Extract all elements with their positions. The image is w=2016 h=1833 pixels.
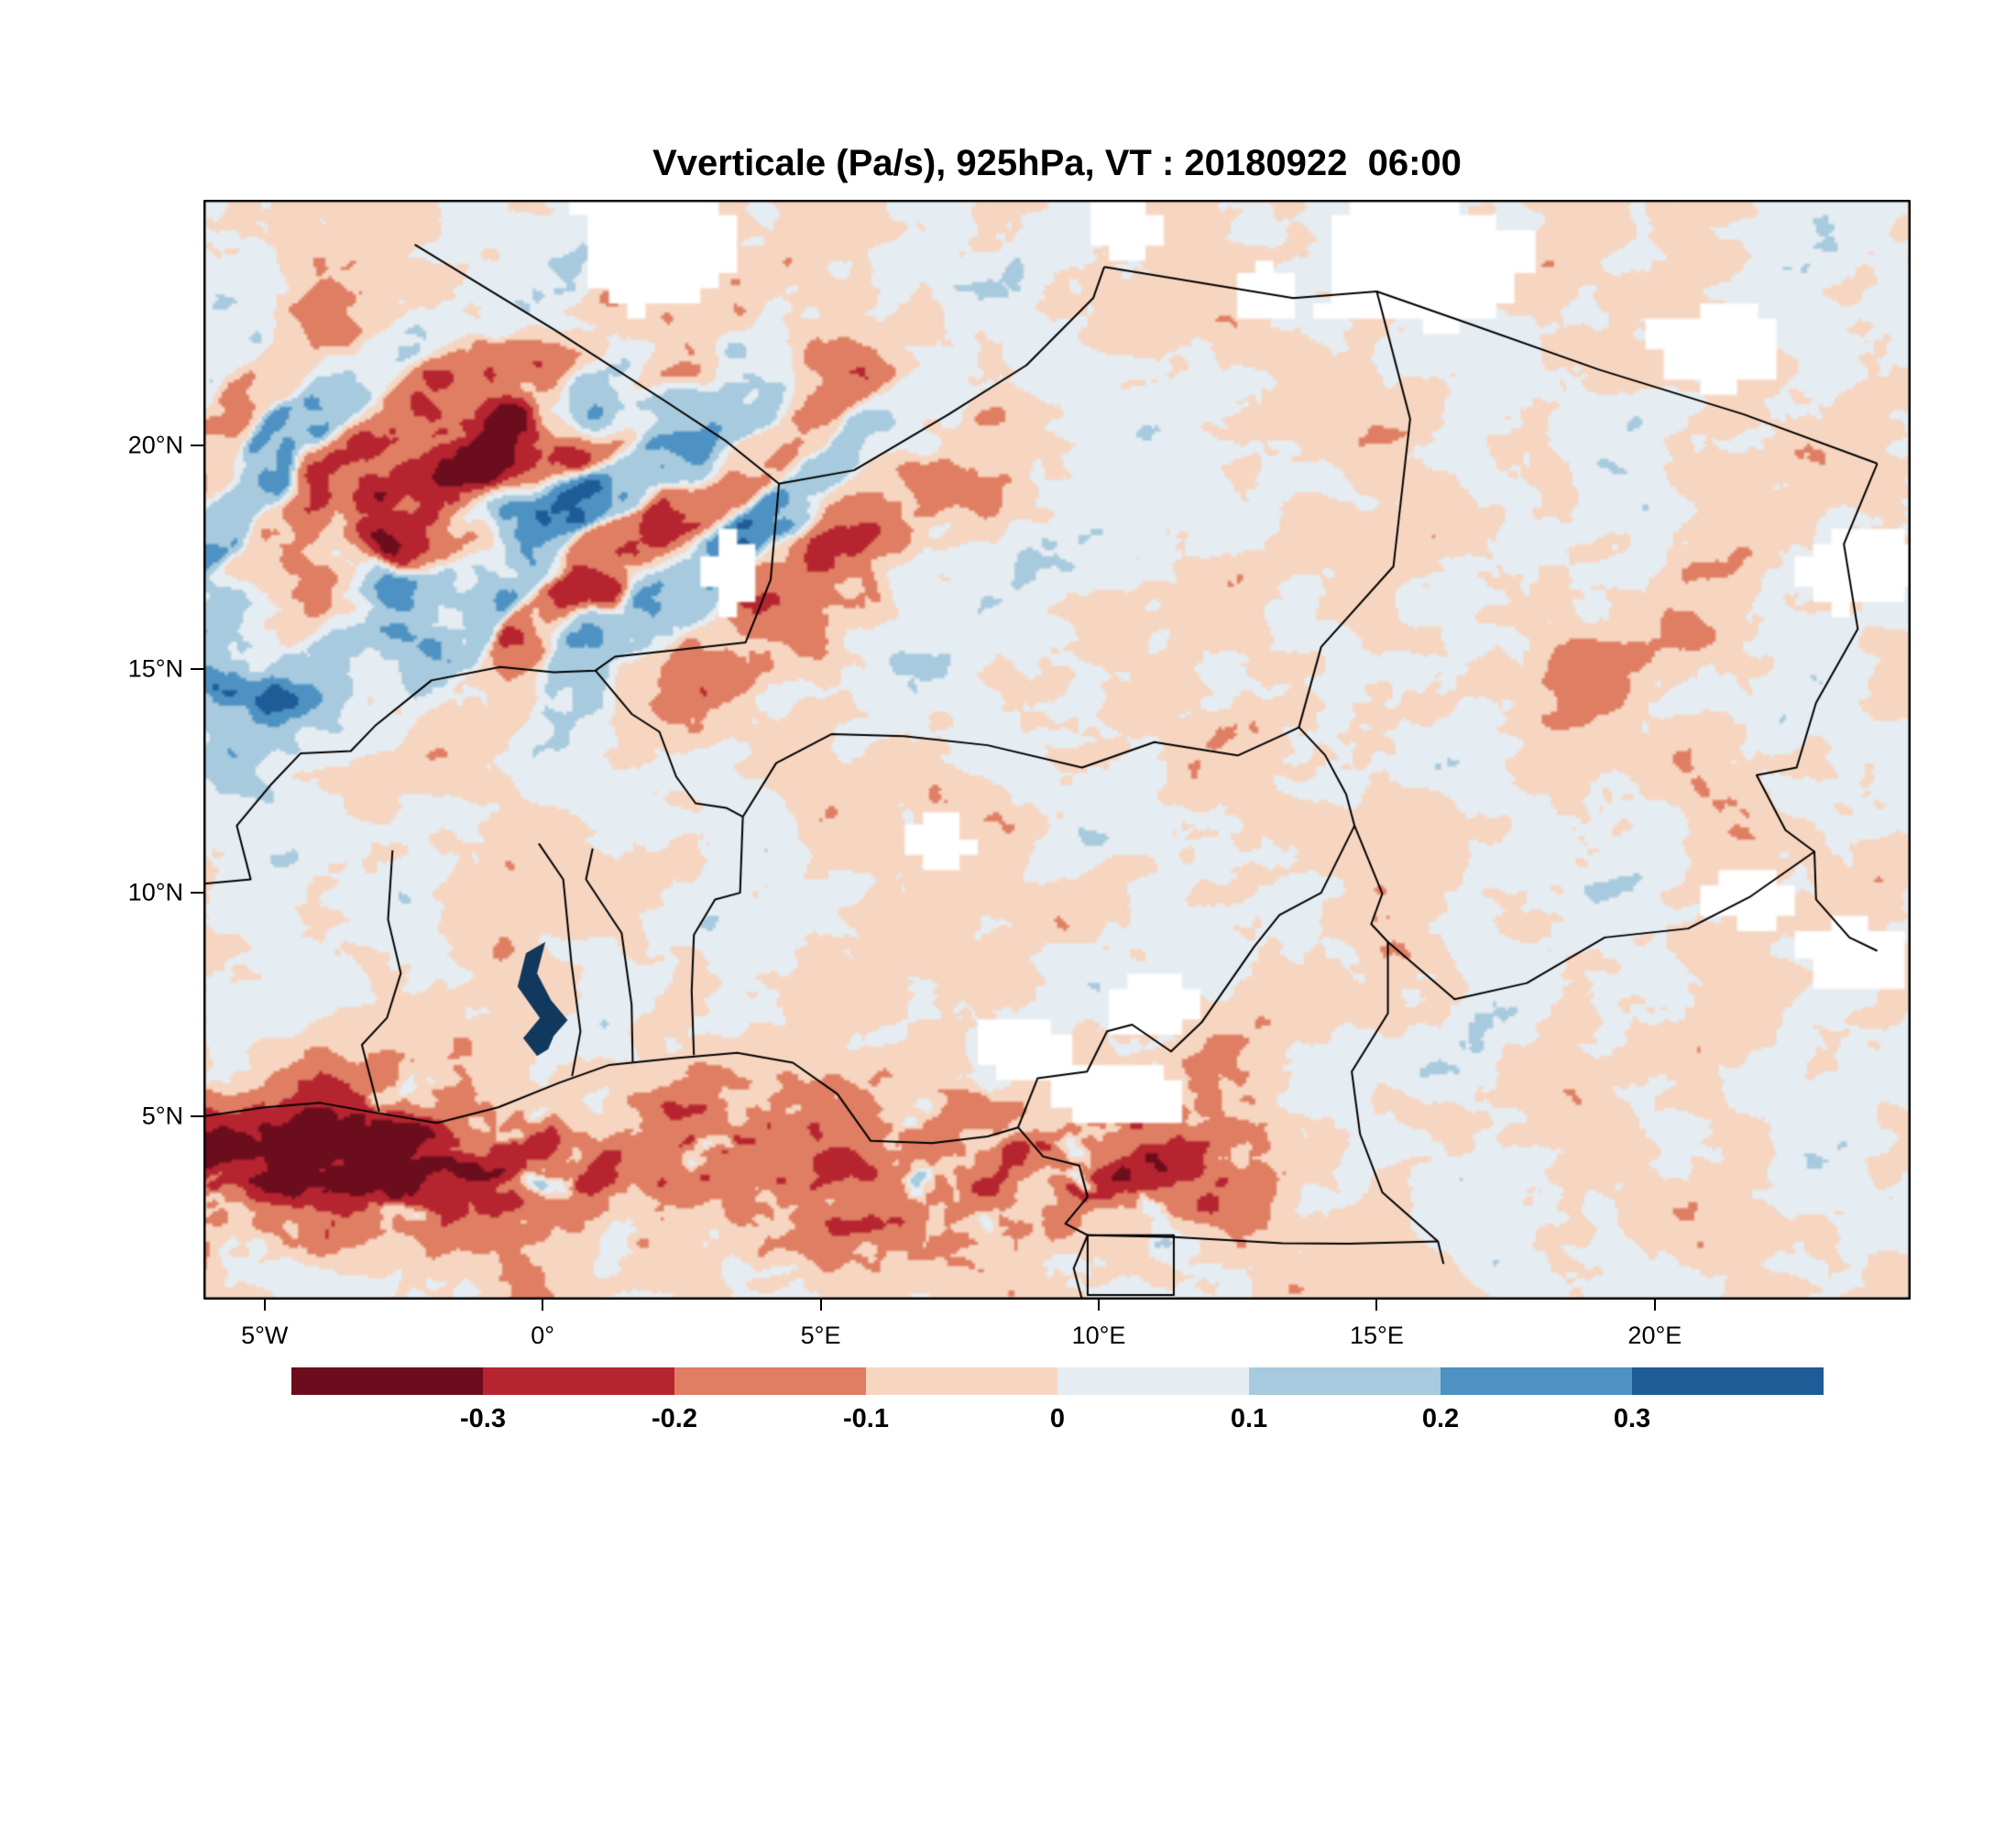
y-axis-tick <box>191 892 203 895</box>
x-axis-tick <box>542 1300 544 1311</box>
colorbar-tick-label: 0 <box>1049 1404 1066 1433</box>
map-plot <box>203 200 1911 1300</box>
colorbar-segment <box>1441 1367 1632 1395</box>
x-axis-tick <box>1653 1300 1656 1311</box>
colorbar-segment <box>1249 1367 1441 1395</box>
x-axis-tick <box>1098 1300 1100 1311</box>
y-axis-tick-label: 5°N <box>141 1102 183 1130</box>
y-axis-tick-label: 10°N <box>127 878 183 906</box>
y-axis-tick-label: 20°N <box>127 431 183 459</box>
colorbar-tick-label: 0.3 <box>1613 1404 1651 1433</box>
x-axis-tick-label: 5°W <box>241 1322 289 1349</box>
x-axis-tick <box>819 1300 822 1311</box>
colorbar-segment <box>1057 1367 1249 1395</box>
colorbar-segment <box>1632 1367 1824 1395</box>
x-axis-tick-label: 5°E <box>800 1322 841 1349</box>
colorbar-tick-label: -0.3 <box>460 1404 506 1433</box>
x-axis-tick <box>1375 1300 1378 1311</box>
colorbar-tick-label: -0.1 <box>843 1404 889 1433</box>
plot-title: Vverticale (Pa/s), 925hPa, VT : 20180922… <box>652 143 1462 183</box>
x-axis-tick-label: 10°E <box>1071 1322 1126 1349</box>
colorbar-tick-label: 0.1 <box>1230 1404 1268 1433</box>
x-axis-tick-label: 15°E <box>1350 1322 1404 1349</box>
colorbar <box>291 1367 1824 1395</box>
colorbar-segment <box>866 1367 1057 1395</box>
colorbar-segment <box>291 1367 483 1395</box>
x-axis-tick-label: 20°E <box>1627 1322 1682 1349</box>
vertical-velocity-heatmap <box>203 200 1911 1300</box>
colorbar-tick-label: 0.2 <box>1421 1404 1460 1433</box>
x-axis-tick-label: 0° <box>531 1322 555 1349</box>
y-axis-tick-label: 15°N <box>127 654 183 683</box>
colorbar-segment <box>483 1367 674 1395</box>
y-axis-tick <box>191 1115 203 1117</box>
x-axis-tick <box>263 1300 266 1311</box>
colorbar-segment <box>674 1367 866 1395</box>
y-axis-tick <box>191 668 203 671</box>
y-axis-tick <box>191 445 203 447</box>
colorbar-tick-label: -0.2 <box>652 1404 697 1433</box>
